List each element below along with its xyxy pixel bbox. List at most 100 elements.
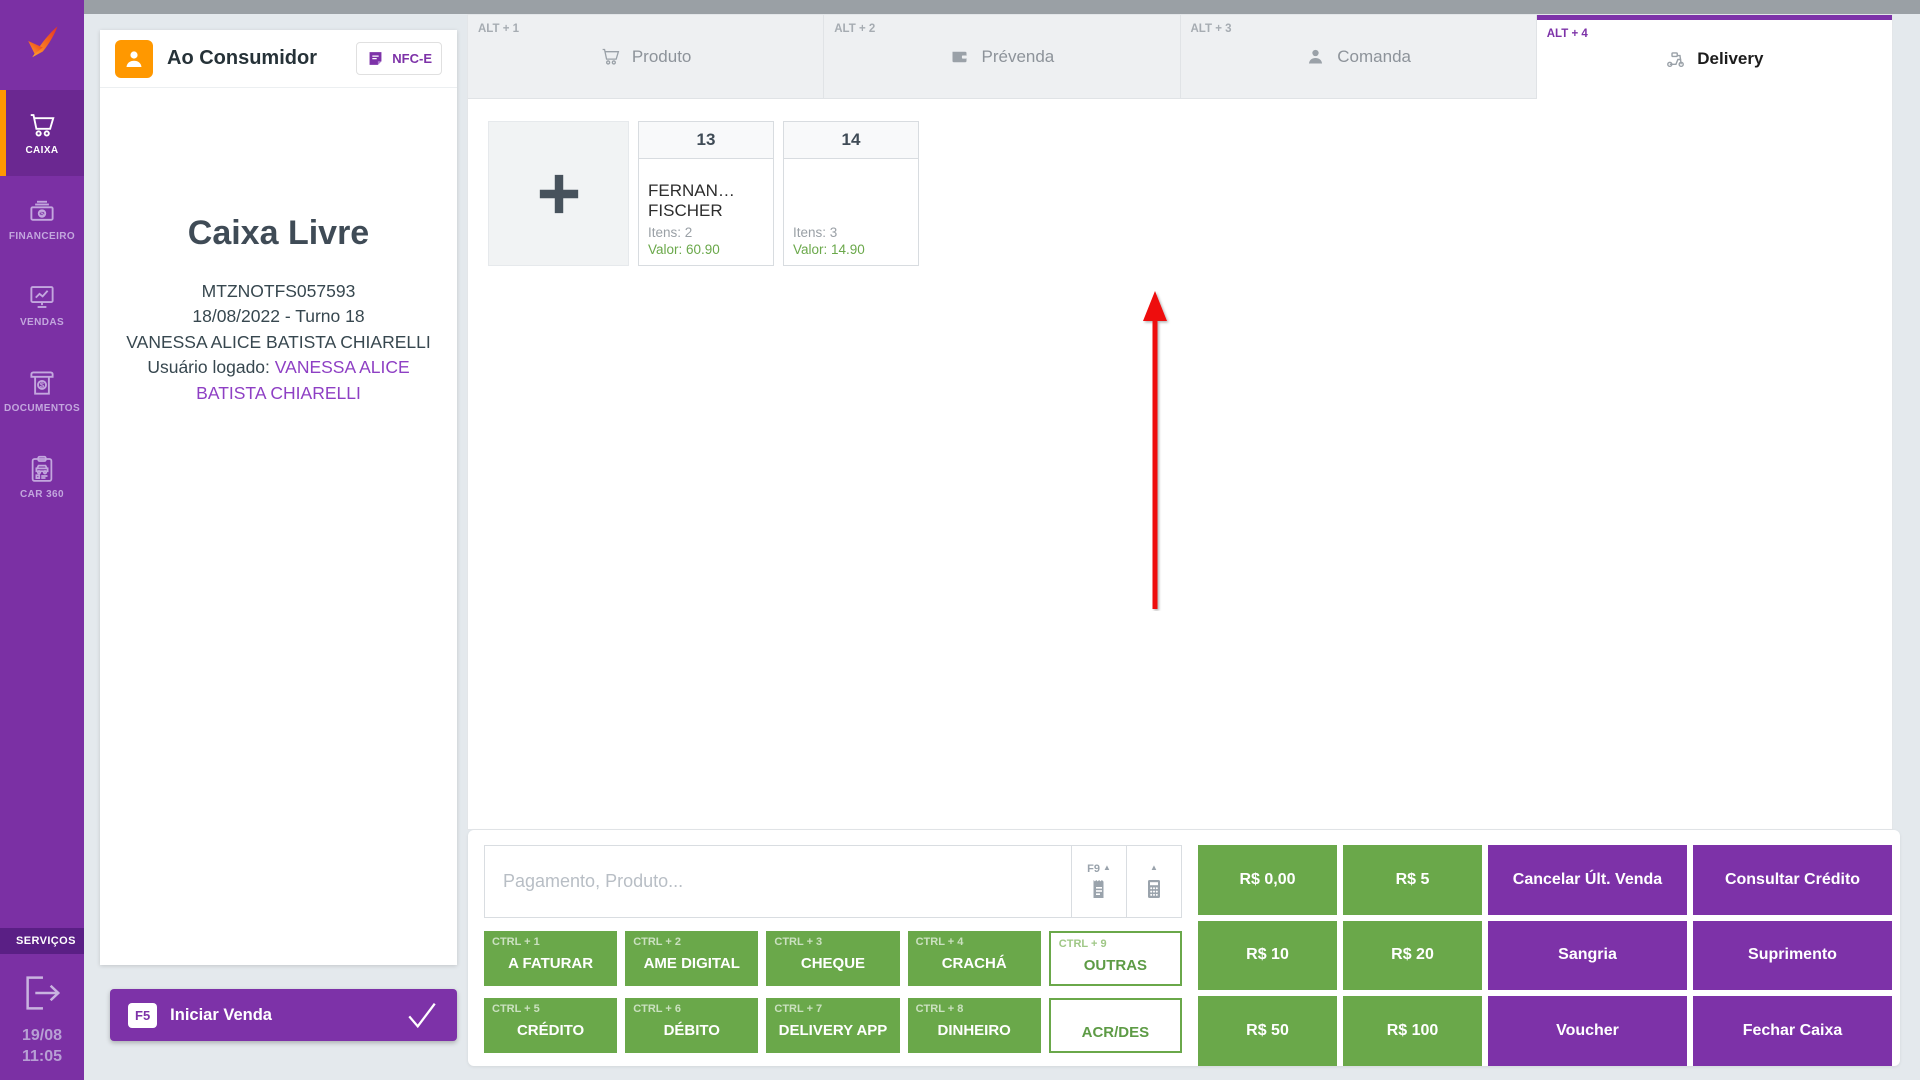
pay-debito-button[interactable]: CTRL + 6 DÉBITO <box>625 998 759 1053</box>
pay-cheque-button[interactable]: CTRL + 3 CHEQUE <box>766 931 900 986</box>
hotkey-label: CTRL + 5 <box>492 1003 540 1015</box>
start-sale-button[interactable]: F5 Iniciar Venda <box>110 989 457 1041</box>
plus-icon <box>539 174 578 213</box>
delivery-card-14[interactable]: 14 Itens: 3 Valor: 14.90 <box>783 121 919 266</box>
consult-credit-button[interactable]: Consultar Crédito <box>1693 845 1892 915</box>
chevron-up-icon: ▲ <box>1102 862 1111 872</box>
tab-delivery[interactable]: ALT + 4 Delivery <box>1536 15 1892 99</box>
start-sale-label: Iniciar Venda <box>170 1005 272 1024</box>
quick-r100-button[interactable]: R$ 100 <box>1343 996 1482 1066</box>
nfce-badge[interactable]: NFC-E <box>356 42 442 75</box>
svg-text:$: $ <box>40 211 44 218</box>
sidebar-item-caixa[interactable]: CAIXA <box>0 90 84 176</box>
operator-name: VANESSA ALICE BATISTA CHIARELLI <box>126 331 431 352</box>
quick-r50-button[interactable]: R$ 50 <box>1198 996 1337 1066</box>
f5-key-badge: F5 <box>128 1002 158 1028</box>
pay-button-label: CRÉDITO <box>516 1022 585 1039</box>
quick-r5-button[interactable]: R$ 5 <box>1343 845 1482 915</box>
delivery-card-number: 14 <box>784 122 918 159</box>
receipt-preview-button[interactable]: F9 ▲ <box>1071 846 1126 917</box>
top-strip <box>84 0 1920 14</box>
app-logo <box>0 0 84 90</box>
pay-button-label: DÉBITO <box>663 1022 720 1039</box>
calculator-button[interactable]: ▲ <box>1126 846 1181 917</box>
quick-actions-grid: R$ 0,00 R$ 5 Cancelar Últ. Venda Consult… <box>1198 845 1892 1066</box>
tab-shortcut: ALT + 3 <box>1190 23 1232 35</box>
pay-acr-des-button[interactable]: ACR/DES <box>1048 998 1182 1053</box>
checkout-panel: F9▲ ▲ <box>468 830 1900 1066</box>
tab-produto[interactable]: ALT + 1 Produto <box>468 15 825 99</box>
hotkey-label: CTRL + 4 <box>915 936 964 948</box>
cancel-last-sale-button[interactable]: Cancelar Últ. Venda <box>1488 845 1687 915</box>
pay-a-faturar-button[interactable]: CTRL + 1 A FATURAR <box>484 931 618 986</box>
services-strip[interactable]: SERVIÇOS <box>0 927 84 954</box>
hotkey-label: CTRL + 2 <box>633 936 681 948</box>
logout-button[interactable] <box>19 970 65 1021</box>
sidebar-item-car360[interactable]: CAR 360 <box>0 434 84 520</box>
quick-r10-button[interactable]: R$ 10 <box>1198 920 1337 991</box>
sidebar-item-vendas[interactable]: VENDAS <box>0 262 84 348</box>
sidebar: CAIXA $ FINANCEIRO VENDAS $ DOCUMENTOS <box>0 0 84 1080</box>
close-cashier-button[interactable]: Fechar Caixa <box>1693 996 1892 1066</box>
quick-r0-button[interactable]: R$ 0,00 <box>1198 845 1337 915</box>
sidebar-item-label: DOCUMENTOS <box>3 403 81 414</box>
payment-methods-grid: CTRL + 1 A FATURAR CTRL + 2 AME DIGITAL … <box>484 931 1182 1053</box>
sidebar-item-financeiro[interactable]: $ FINANCEIRO <box>0 176 84 262</box>
logged-user-line: Usuário logado: VANESSA ALICE BATISTA CH… <box>126 355 431 406</box>
f9-hotkey-label: F9 <box>1087 862 1100 875</box>
quick-r20-button[interactable]: R$ 20 <box>1343 920 1482 991</box>
services-label: SERVIÇOS <box>16 934 76 947</box>
sidebar-item-label: CAIXA <box>25 145 59 156</box>
search-input[interactable] <box>485 846 1071 917</box>
calculator-icon <box>1148 879 1160 898</box>
nfce-label: NFC-E <box>392 51 432 66</box>
delivery-card-13[interactable]: 13 FERNAN… FISCHER Itens: 2 Valor: 60.90 <box>638 121 774 266</box>
banknote-icon: $ <box>30 200 54 221</box>
pay-button-label: OUTRAS <box>1083 957 1148 974</box>
sidebar-item-label: VENDAS <box>19 317 65 328</box>
pay-button-label: AME DIGITAL <box>643 955 740 972</box>
hotkey-label: CTRL + 6 <box>633 1003 681 1015</box>
mode-tabs: ALT + 1 Produto ALT + 2 Prévenda ALT + 3 <box>468 15 1892 99</box>
person-icon <box>1309 49 1323 64</box>
tab-shortcut: ALT + 1 <box>478 23 520 35</box>
terminal-code: MTZNOTFS057593 <box>201 281 356 301</box>
pay-button-label: DINHEIRO <box>937 1022 1011 1039</box>
sidebar-time: 11:05 <box>21 1048 63 1066</box>
tab-label: Comanda <box>1337 46 1411 66</box>
logout-icon <box>26 976 61 1010</box>
cart-icon <box>602 48 620 65</box>
logged-user-label: Usuário logado: <box>147 357 275 378</box>
pay-ame-digital-button[interactable]: CTRL + 2 AME DIGITAL <box>625 931 759 986</box>
sangria-button[interactable]: Sangria <box>1488 920 1687 991</box>
cashier-status-title: Caixa Livre <box>187 214 370 252</box>
sidebar-spacer <box>0 520 84 928</box>
receipt-icon <box>1093 879 1104 898</box>
pay-dinheiro-button[interactable]: CTRL + 8 DINHEIRO <box>907 998 1041 1053</box>
pay-button-label: A FATURAR <box>508 955 594 972</box>
customer-name: Ao Consumidor <box>167 47 317 69</box>
tab-comanda[interactable]: ALT + 3 Comanda <box>1180 15 1537 99</box>
pay-delivery-app-button[interactable]: CTRL + 7 DELIVERY APP <box>766 998 900 1053</box>
delivery-card-body: FERNAN… FISCHER Itens: 2 Valor: 60.90 <box>639 159 773 265</box>
delivery-card-value: Valor: 14.90 <box>793 242 865 257</box>
voucher-button[interactable]: Voucher <box>1488 996 1687 1066</box>
pay-outras-button[interactable]: CTRL + 9 OUTRAS <box>1048 931 1182 986</box>
chevron-up-icon: ▲ <box>1150 862 1158 872</box>
pay-credito-button[interactable]: CTRL + 5 CRÉDITO <box>484 998 618 1053</box>
svg-text:$: $ <box>40 381 45 390</box>
hotkey-label: CTRL + 1 <box>492 936 540 948</box>
customer-header: Ao Consumidor NFC-E <box>100 30 457 88</box>
logged-user-name[interactable]: VANESSA ALICE BATISTA CHIARELLI <box>196 357 410 403</box>
pay-button-label: CHEQUE <box>800 955 866 972</box>
delivery-card-items: Itens: 3 <box>793 225 838 240</box>
tab-prevenda[interactable]: ALT + 2 Prévenda <box>824 15 1181 99</box>
suprimento-button[interactable]: Suprimento <box>1693 920 1892 991</box>
pay-cracha-button[interactable]: CTRL + 4 CRACHÁ <box>907 931 1041 986</box>
delivery-card-number: 13 <box>639 122 773 159</box>
check-icon <box>408 1002 436 1029</box>
sidebar-item-documentos[interactable]: $ DOCUMENTOS <box>0 348 84 434</box>
person-icon <box>126 50 142 67</box>
cashier-panel: Ao Consumidor NFC-E Caixa Livre MTZNOTFS… <box>100 30 457 965</box>
add-delivery-button[interactable] <box>488 121 629 266</box>
